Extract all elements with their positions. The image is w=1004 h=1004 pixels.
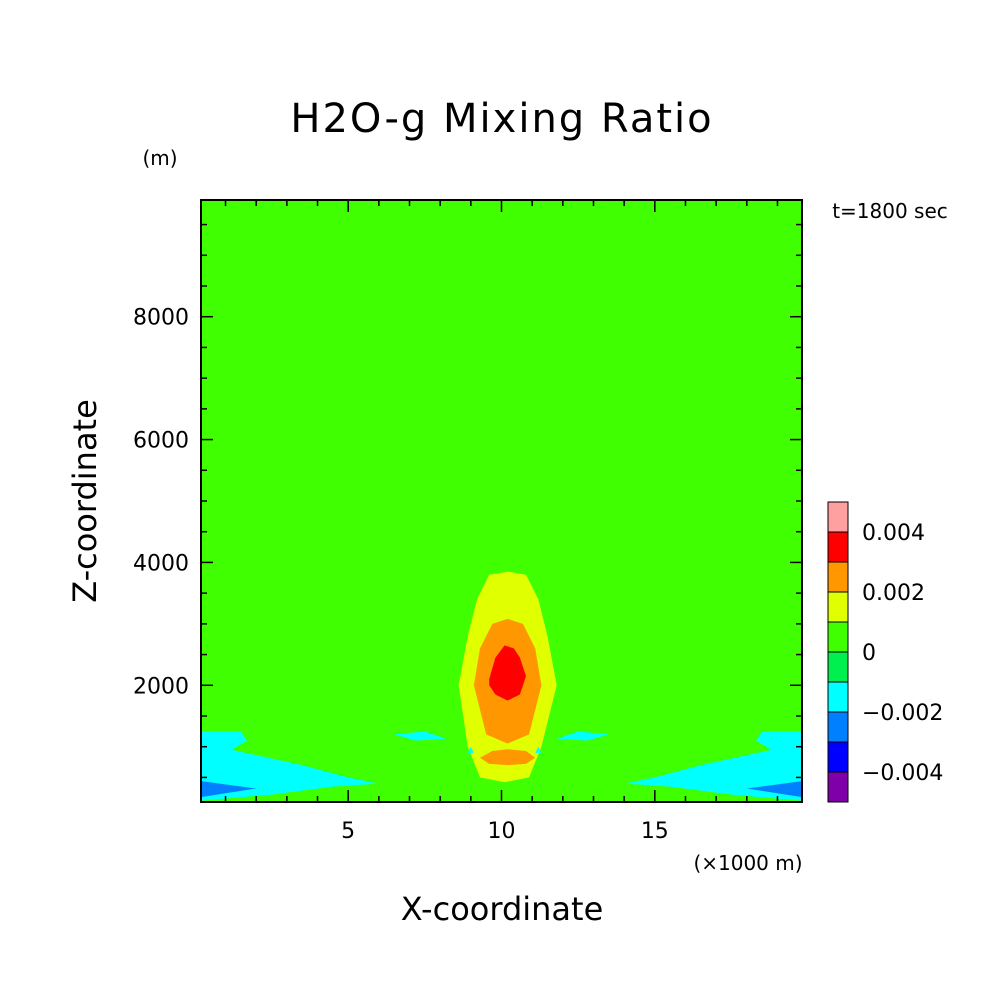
colorbar-label: 0.004 bbox=[862, 521, 925, 546]
colorbar-legend: 0.004 0.002 0 −0.002 −0.004 bbox=[827, 501, 943, 803]
colorbar-swatch bbox=[827, 591, 849, 623]
y-tick-label: 8000 bbox=[133, 306, 189, 331]
y-tick-label: 2000 bbox=[133, 674, 189, 699]
contour-region-left-mid-positive bbox=[201, 630, 275, 686]
colorbar-swatch bbox=[827, 681, 849, 713]
x-tick-label: 10 bbox=[488, 819, 516, 844]
chart-title: H2O-g Mixing Ratio bbox=[290, 96, 713, 142]
plot-area bbox=[200, 199, 803, 803]
contour-region-upper-positive-band bbox=[201, 218, 802, 594]
x-axis: 5 10 15 bbox=[224, 200, 779, 844]
colorbar-swatch bbox=[827, 621, 849, 653]
contour-region-left-negative-band bbox=[201, 731, 379, 801]
colorbar-swatch bbox=[827, 501, 849, 533]
x-unit-label: (×1000 m) bbox=[693, 851, 802, 875]
contour-region-right-neg-dot bbox=[535, 746, 542, 753]
x-tick-label: 15 bbox=[641, 819, 669, 844]
contour-region-right-neg-sliver bbox=[556, 731, 609, 741]
x-tick-label: 5 bbox=[341, 819, 355, 844]
x-axis-title: X-coordinate bbox=[401, 890, 604, 928]
y-axis-title: Z-coordinate bbox=[66, 399, 104, 603]
colorbar-label: −0.002 bbox=[862, 701, 943, 726]
contour-region-left-neg-0.002 bbox=[201, 781, 257, 798]
colorbar-swatch bbox=[827, 771, 849, 803]
colorbar-swatch bbox=[827, 711, 849, 743]
contour-region-core-0.003 bbox=[489, 645, 526, 701]
y-unit-label: (m) bbox=[142, 146, 177, 170]
colorbar-swatch bbox=[827, 531, 849, 563]
contour-region-right-negative-band bbox=[624, 731, 802, 801]
colorbar-label: 0 bbox=[862, 641, 876, 666]
colorbar-swatch bbox=[827, 741, 849, 773]
colorbar-swatch bbox=[827, 561, 849, 593]
y-tick-label: 4000 bbox=[133, 551, 189, 576]
contour-region-left-neg-dot bbox=[467, 746, 474, 753]
colorbar-swatch bbox=[827, 651, 849, 683]
colorbar-label: 0.002 bbox=[862, 581, 925, 606]
colorbar-label: −0.004 bbox=[862, 761, 943, 786]
contour-region-low-orange-blob bbox=[480, 749, 536, 766]
contour-region-right-mid-positive bbox=[728, 630, 802, 686]
contour-region-right-neg-0.002 bbox=[746, 781, 802, 798]
y-tick-label: 6000 bbox=[133, 429, 189, 454]
y-axis: 2000 4000 6000 8000 bbox=[133, 223, 802, 779]
contour-region-left-neg-sliver bbox=[394, 731, 447, 741]
time-label: t=1800 sec bbox=[832, 199, 948, 223]
